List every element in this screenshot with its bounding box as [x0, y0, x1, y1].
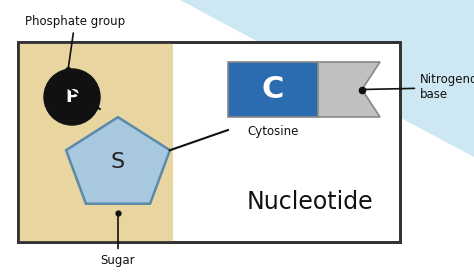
Text: Phosphate group: Phosphate group	[25, 14, 125, 67]
Polygon shape	[318, 62, 380, 117]
Bar	[18, 42, 400, 242]
Polygon shape	[66, 117, 170, 204]
Text: Cytosine: Cytosine	[247, 125, 299, 138]
Bar	[228, 62, 318, 117]
Text: C: C	[262, 75, 284, 104]
Polygon shape	[180, 0, 474, 157]
Text: P: P	[65, 88, 79, 106]
Text: S: S	[111, 152, 125, 172]
Circle shape	[44, 69, 100, 125]
Text: Nucleotide: Nucleotide	[246, 190, 374, 214]
Text: Nitrogenous
base: Nitrogenous base	[365, 73, 474, 101]
Bar	[18, 42, 400, 242]
Bar	[18, 42, 173, 242]
Text: Sugar: Sugar	[100, 216, 135, 267]
